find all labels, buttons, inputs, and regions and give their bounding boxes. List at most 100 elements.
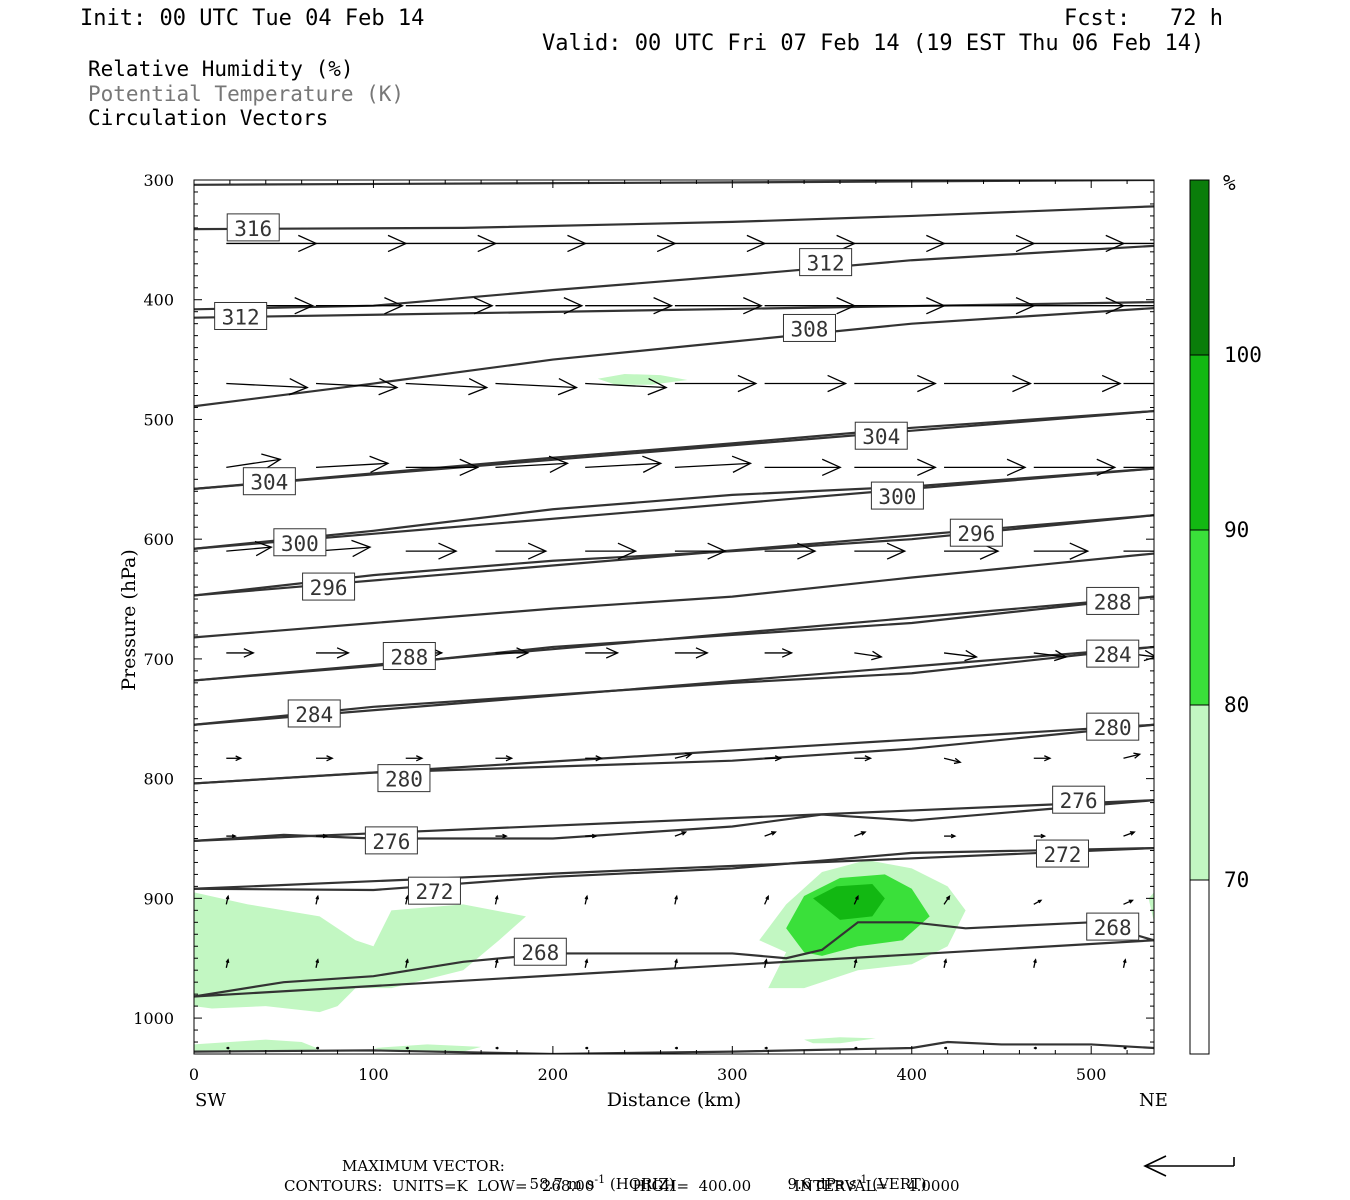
circulation-vector [1033, 649, 1068, 662]
circulation-vector [494, 958, 499, 968]
circulation-vector [584, 958, 589, 968]
circulation-vector [585, 542, 638, 560]
theta-contour-300 [194, 467, 1154, 550]
svg-text:268: 268 [1094, 916, 1132, 940]
circulation-vector [674, 297, 763, 315]
y-tick-label: 1000 [133, 1009, 174, 1028]
circulation-vector [854, 650, 883, 661]
circulation-vector [405, 894, 409, 905]
circulation-vector [944, 374, 1033, 393]
circulation-vector [674, 894, 678, 905]
circulation-vector [674, 542, 727, 560]
circulation-vector [405, 377, 489, 396]
circulation-vector [764, 542, 817, 560]
contour-label-272-20: 272 [407, 876, 461, 905]
rh-region-6 [373, 1044, 482, 1052]
circulation-vector [764, 374, 848, 393]
svg-text:272: 272 [415, 880, 453, 904]
circulation-vector [495, 455, 570, 474]
circulation-vector [225, 958, 230, 968]
contour-label-312-3: 312 [214, 301, 268, 330]
contours-info: CONTOURS: UNITS=K LOW= 268.00 HIGH= 400.… [284, 1177, 960, 1195]
horiz-exponent: -1 [594, 1173, 606, 1186]
circulation-vector [226, 377, 309, 396]
plot-frame [193, 179, 1155, 1055]
circulation-vector [495, 647, 530, 659]
svg-text:312: 312 [222, 305, 260, 329]
svg-text:300: 300 [878, 485, 916, 509]
circulation-vector [585, 1046, 589, 1050]
circulation-vector [585, 755, 603, 762]
circulation-vector [944, 297, 1036, 315]
contour-label-312-2: 312 [799, 248, 853, 277]
contour-label-268-22: 268 [513, 937, 567, 966]
max-vector-label: MAXIMUM VECTOR: [342, 1157, 505, 1175]
circulation-vector [495, 755, 514, 762]
legend-theta: Potential Temperature (K) [88, 82, 405, 106]
circulation-vector [315, 894, 320, 905]
circulation-vector [315, 958, 320, 968]
circulation-vector [1033, 297, 1126, 315]
circulation-vector [315, 377, 399, 396]
circulation-vector [763, 958, 768, 968]
contour-label-272-21: 272 [1035, 839, 1089, 868]
circulation-vector [1033, 833, 1047, 839]
circulation-vector [1123, 305, 1154, 307]
x-tick-label: 300 [717, 1065, 748, 1084]
circulation-vector [585, 297, 674, 315]
circulation-vector [943, 958, 948, 968]
colorbar-level-label: 100 [1224, 343, 1262, 367]
circulation-vector [495, 377, 579, 396]
circulation-vector [1033, 234, 1126, 253]
y-axis-title: Pressure (hPa) [118, 549, 140, 691]
contour-label-300-8: 300 [870, 481, 924, 510]
circulation-vector [226, 755, 243, 762]
circulation-vector [1033, 542, 1090, 560]
svg-text:268: 268 [521, 941, 559, 965]
theta-contour-272 [194, 846, 1154, 890]
contour-label-288-12: 288 [1086, 586, 1140, 615]
circulation-vector [585, 833, 598, 839]
circulation-vector [764, 458, 842, 477]
circulation-vector [495, 542, 548, 560]
circulation-vector [226, 1046, 230, 1050]
circulation-vector [854, 234, 946, 253]
circulation-vector [585, 234, 677, 253]
circulation-vector [1123, 466, 1154, 468]
circulation-vector [854, 374, 937, 393]
colorbar-level-label: 90 [1224, 518, 1249, 542]
svg-text:284: 284 [1094, 643, 1132, 667]
contour-label-288-13: 288 [382, 642, 436, 671]
theta-contour-268 [194, 921, 1154, 998]
colorbar-segment [1189, 879, 1210, 1055]
circulation-vector [494, 894, 499, 905]
circulation-vector [1033, 899, 1043, 905]
circulation-vector [226, 648, 255, 658]
circulation-vector [405, 1046, 409, 1050]
theta-contour-312 [194, 301, 1154, 319]
svg-text:280: 280 [1094, 716, 1132, 740]
circulation-vector [1123, 752, 1142, 759]
svg-text:272: 272 [1044, 843, 1082, 867]
circulation-vector [674, 752, 693, 759]
svg-text:296: 296 [310, 576, 348, 600]
circulation-vector [1123, 899, 1134, 905]
circulation-vector [495, 1046, 499, 1050]
theta-contour-300 [194, 467, 1154, 550]
theta-contour-312 [194, 244, 1154, 311]
x-end-left-label: SW [195, 1090, 226, 1111]
contour-label-276-18: 276 [364, 826, 418, 855]
circulation-vector [764, 1046, 768, 1050]
max-vector-horiz-value: 58.7 m s [529, 1175, 595, 1193]
circulation-vector [943, 757, 962, 765]
max-vector-horizontal: 58.7 m s-1 (HORIZ) [520, 1159, 675, 1192]
theta-contour-304 [194, 409, 1154, 490]
circulation-vector [316, 234, 408, 253]
circulation-vector [854, 755, 873, 762]
circulation-vector [674, 234, 767, 253]
theta-contour-292 [194, 552, 1154, 639]
y-tick-label: 900 [143, 889, 174, 908]
svg-text:300: 300 [281, 532, 319, 556]
rh-region-4 [597, 373, 688, 385]
colorbar-level-label: 70 [1224, 868, 1249, 892]
